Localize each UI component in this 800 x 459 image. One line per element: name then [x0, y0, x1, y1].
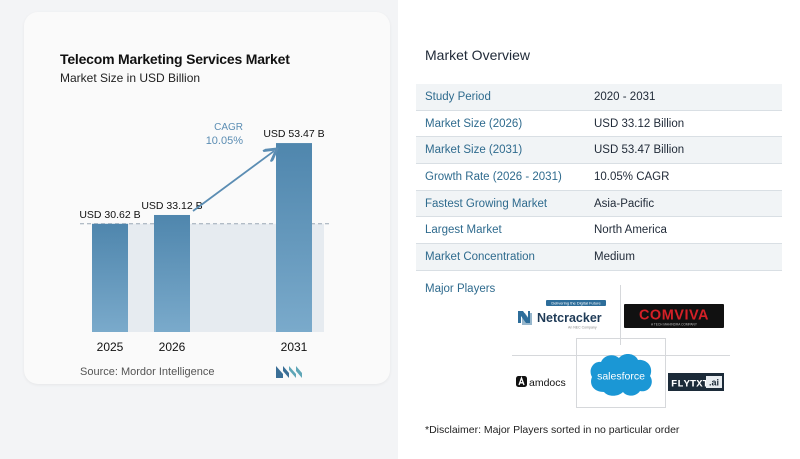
flytxt-wordmark: FLYTXT [671, 379, 709, 391]
amdocs-logo-icon: amdocs [516, 376, 566, 389]
overview-label: Market Size (2031) [425, 144, 523, 157]
disclaimer-text: *Disclaimer: Major Players sorted in no … [425, 424, 680, 436]
netcracker-sub: An NEC Company [568, 326, 597, 330]
grid-divider [512, 355, 730, 356]
overview-value: USD 33.12 Billion [594, 117, 685, 130]
x-tick-label: 2025 [97, 340, 124, 354]
amdocs-logo: amdocs [516, 374, 570, 390]
overview-label: Study Period [425, 90, 491, 103]
overview-table: Study Period 2020 - 2031 Market Size (20… [416, 84, 782, 271]
overview-label: Market Size (2026) [425, 117, 523, 130]
mordor-logo-icon [276, 366, 302, 378]
cagr-value: 10.05% [206, 135, 244, 147]
overview-label: Largest Market [425, 224, 502, 237]
grid-divider [620, 285, 621, 345]
cagr-label: CAGR [214, 122, 243, 133]
bar-2031 [276, 143, 312, 332]
chart-subtitle: Market Size in USD Billion [60, 71, 201, 85]
netcracker-logo-icon: Delivering the Digital Future Netcracker… [518, 300, 606, 330]
overview-row-market-size-2026: Market Size (2026) USD 33.12 Billion [416, 111, 782, 138]
comviva-logo: COMVIVA A TECH MAHINDRA COMPANY [624, 304, 724, 328]
bar-2026 [154, 214, 190, 332]
salesforce-wordmark: salesforce [597, 371, 645, 383]
overview-value: USD 53.47 Billion [594, 144, 685, 157]
comviva-sub: A TECH MAHINDRA COMPANY [651, 323, 698, 327]
grid-divider [576, 338, 666, 408]
overview-title: Market Overview [425, 47, 531, 63]
salesforce-logo: salesforce [586, 348, 656, 400]
overview-label: Fastest Growing Market [425, 197, 548, 210]
flytxt-ai: .ai [709, 378, 719, 388]
cagr-arrow [192, 151, 274, 212]
netcracker-tagline: Delivering the Digital Future [551, 301, 601, 306]
data-label: USD 30.62 B [79, 209, 140, 221]
overview-row-fastest-growing: Fastest Growing Market Asia-Pacific [416, 190, 782, 218]
x-tick-label: 2031 [281, 340, 308, 354]
overview-row-largest-market: Largest Market North America [416, 217, 782, 245]
salesforce-cloud-icon: salesforce [590, 354, 652, 396]
source-text: Source: Mordor Intelligence [80, 366, 215, 378]
bar-2025 [92, 223, 128, 332]
data-label: USD 53.47 B [263, 128, 324, 140]
netcracker-wordmark: Netcracker [537, 311, 602, 325]
chart-title: Telecom Marketing Services Market [60, 51, 290, 67]
overview-value: North America [594, 224, 667, 237]
overview-value: Asia-Pacific [594, 197, 655, 210]
bar-chart: USD 30.62 B 2025 USD 33.12 B 2026 USD 53.47 … [79, 122, 330, 354]
netcracker-logo: Delivering the Digital Future Netcracker… [516, 300, 612, 330]
comviva-wordmark: COMVIVA [639, 308, 709, 324]
flytxt-logo: FLYTXT .ai [668, 373, 724, 391]
overview-row-growth-rate: Growth Rate (2026 - 2031) 10.05% CAGR [416, 164, 782, 191]
overview-row-concentration: Market Concentration Medium [416, 244, 782, 271]
overview-row-market-size-2031: Market Size (2031) USD 53.47 Billion [416, 137, 782, 165]
overview-value: Medium [594, 250, 635, 263]
overview-label: Market Concentration [425, 250, 535, 263]
x-tick-label: 2026 [159, 340, 186, 354]
overview-label: Growth Rate (2026 - 2031) [425, 170, 562, 183]
comviva-logo-icon: COMVIVA A TECH MAHINDRA COMPANY [639, 308, 709, 327]
overview-row-study-period: Study Period 2020 - 2031 [416, 84, 782, 111]
flytxt-logo-icon: FLYTXT .ai [668, 373, 724, 391]
amdocs-wordmark: amdocs [529, 377, 566, 389]
major-players-label: Major Players [425, 283, 496, 295]
overview-value: 10.05% CAGR [594, 170, 670, 183]
data-label: USD 33.12 B [141, 200, 202, 212]
overview-value: 2020 - 2031 [594, 90, 656, 103]
